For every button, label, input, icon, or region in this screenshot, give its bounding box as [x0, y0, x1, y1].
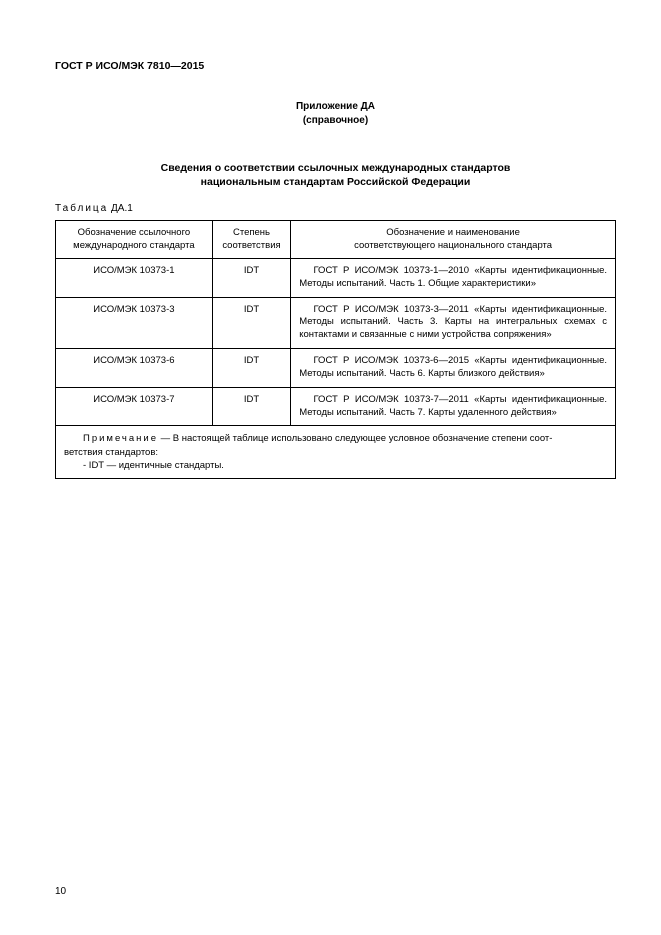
table-header-row: Обозначение ссылочного международного ст…	[56, 221, 616, 259]
page-number: 10	[55, 886, 66, 897]
cell-degree: IDT	[212, 297, 290, 348]
document-code: ГОСТ Р ИСО/МЭК 7810—2015	[55, 60, 616, 72]
table-note-row: Примечание — В настоящей таблице использ…	[56, 426, 616, 479]
cell-reference: ИСО/МЭК 10373-3	[56, 297, 213, 348]
col-header-degree-l2: соответствия	[222, 240, 280, 251]
cell-reference: ИСО/МЭК 10373-7	[56, 387, 213, 426]
note-rest: — В настоящей таблице использовано следу…	[158, 433, 552, 444]
document-page: ГОСТ Р ИСО/МЭК 7810—2015 Приложение ДА (…	[0, 0, 661, 935]
title-line-2: национальным стандартам Российской Федер…	[55, 175, 616, 189]
title-line-1: Сведения о соответствии ссылочных междун…	[55, 161, 616, 175]
section-title: Сведения о соответствии ссылочных междун…	[55, 161, 616, 189]
cell-degree: IDT	[212, 349, 290, 388]
table-row: ИСО/МЭК 10373-6 IDT ГОСТ Р ИСО/МЭК 10373…	[56, 349, 616, 388]
cell-degree: IDT	[212, 387, 290, 426]
cell-description: ГОСТ Р ИСО/МЭК 10373-6—2015 «Карты идент…	[291, 349, 616, 388]
note-line-3: - IDT — идентичные стандарты.	[64, 459, 607, 472]
note-line-1: Примечание — В настоящей таблице использ…	[64, 432, 607, 445]
col-header-reference-l1: Обозначение ссылочного	[78, 227, 190, 238]
col-header-description: Обозначение и наименование соответствующ…	[291, 221, 616, 259]
appendix-line-2: (справочное)	[55, 114, 616, 128]
table-label: Таблица ДА.1	[55, 203, 616, 214]
standards-table: Обозначение ссылочного международного ст…	[55, 220, 616, 479]
cell-reference: ИСО/МЭК 10373-6	[56, 349, 213, 388]
col-header-reference-l2: международного стандарта	[73, 240, 194, 251]
cell-degree: IDT	[212, 259, 290, 298]
cell-reference: ИСО/МЭК 10373-1	[56, 259, 213, 298]
appendix-heading: Приложение ДА (справочное)	[55, 100, 616, 127]
appendix-line-1: Приложение ДА	[55, 100, 616, 114]
table-row: ИСО/МЭК 10373-1 IDT ГОСТ Р ИСО/МЭК 10373…	[56, 259, 616, 298]
table-label-number: ДА.1	[108, 203, 133, 214]
note-line-2: ветствия стандартов:	[64, 446, 607, 459]
table-row: ИСО/МЭК 10373-3 IDT ГОСТ Р ИСО/МЭК 10373…	[56, 297, 616, 348]
table-label-word: Таблица	[55, 203, 108, 214]
table-row: ИСО/МЭК 10373-7 IDT ГОСТ Р ИСО/МЭК 10373…	[56, 387, 616, 426]
note-word: Примечание	[83, 433, 158, 444]
col-header-description-l1: Обозначение и наименование	[386, 227, 520, 238]
cell-description: ГОСТ Р ИСО/МЭК 10373-3—2011 «Карты идент…	[291, 297, 616, 348]
col-header-degree: Степень соответствия	[212, 221, 290, 259]
col-header-description-l2: соответствующего национального стандарта	[354, 240, 552, 251]
table-note-cell: Примечание — В настоящей таблице использ…	[56, 426, 616, 479]
col-header-degree-l1: Степень	[233, 227, 270, 238]
cell-description: ГОСТ Р ИСО/МЭК 10373-1—2010 «Карты идент…	[291, 259, 616, 298]
col-header-reference: Обозначение ссылочного международного ст…	[56, 221, 213, 259]
cell-description: ГОСТ Р ИСО/МЭК 10373-7—2011 «Карты идент…	[291, 387, 616, 426]
